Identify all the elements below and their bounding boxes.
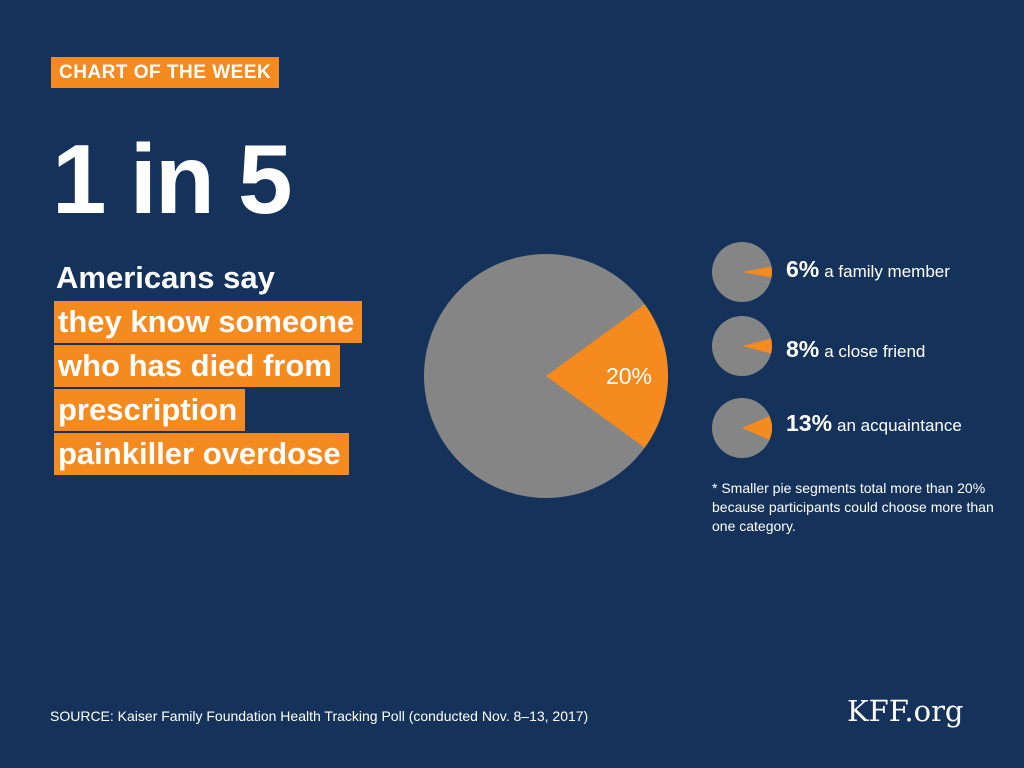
breakdown-pie-2-highlight-slice [742,416,772,440]
category-text: a close friend [824,342,926,361]
pct-label: 6% [786,256,820,282]
family-member-label: 6% a family member [786,256,950,283]
footnote: * Smaller pie segments total more than 2… [712,480,994,534]
pct-label: 13% [786,410,833,436]
main-pie-highlight-slice [546,304,668,448]
acquaintance-label: 13% an acquaintance [786,410,962,437]
headline-highlight-line: prescription [54,389,246,431]
family-member-pie [712,242,772,302]
big-stat: 1 in 5 [52,124,293,234]
headline-highlight-line: painkiller overdose [54,433,349,475]
headline-plain: Americans say [56,260,275,295]
category-text: an acquaintance [837,416,962,435]
category-text: a family member [824,262,950,281]
close-friend-pie [712,316,772,376]
close-friend-label: 8% a close friend [786,336,925,363]
source-note: SOURCE: Kaiser Family Foundation Health … [50,708,589,724]
headline: Americans say they know someone who has … [54,258,394,477]
headline-highlight-line: they know someone [54,301,363,343]
headline-highlight-line: who has died from [54,345,340,387]
kff-logo: KFF.org [847,694,964,728]
main-pie-chart: 20% [424,254,668,498]
pct-label: 8% [786,336,820,362]
acquaintance-pie [712,398,772,458]
breakdown-pie-0-highlight-slice [742,266,772,278]
breakdown-pie-1-highlight-slice [742,338,772,354]
chart-of-the-week-badge: CHART OF THE WEEK [51,57,280,88]
main-pie-data-label: 20% [606,363,652,389]
